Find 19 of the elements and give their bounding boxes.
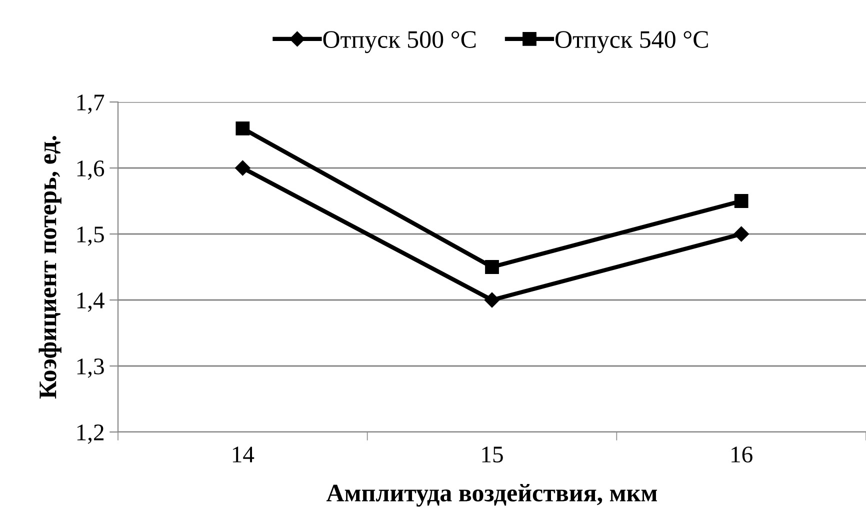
point (485, 260, 499, 274)
point (236, 121, 250, 136)
x-tick-label: 14 (232, 446, 254, 462)
point (734, 194, 748, 208)
y-tick-label: 1,6 (77, 160, 104, 180)
point (484, 292, 500, 308)
y-tick-label: 1,2 (77, 424, 104, 444)
y-tick-label: 1,5 (77, 226, 104, 246)
y-tick-label: 1,7 (77, 94, 104, 114)
x-tick-label: 16 (732, 446, 752, 463)
legend-label: Отпуск 500 °C (323, 31, 476, 54)
point (235, 160, 250, 176)
x-axis-title: Амплитуда воздействия, мкм (326, 484, 657, 507)
y-tick-label: 1,3 (77, 358, 104, 378)
x-tick-label: 15 (482, 446, 503, 463)
y-tick-label: 1,4 (77, 292, 104, 312)
y-axis-title: Коэфициент потерь, ед. (38, 136, 62, 399)
point (734, 226, 749, 242)
legend-label: Отпуск 540 °C (556, 31, 708, 54)
